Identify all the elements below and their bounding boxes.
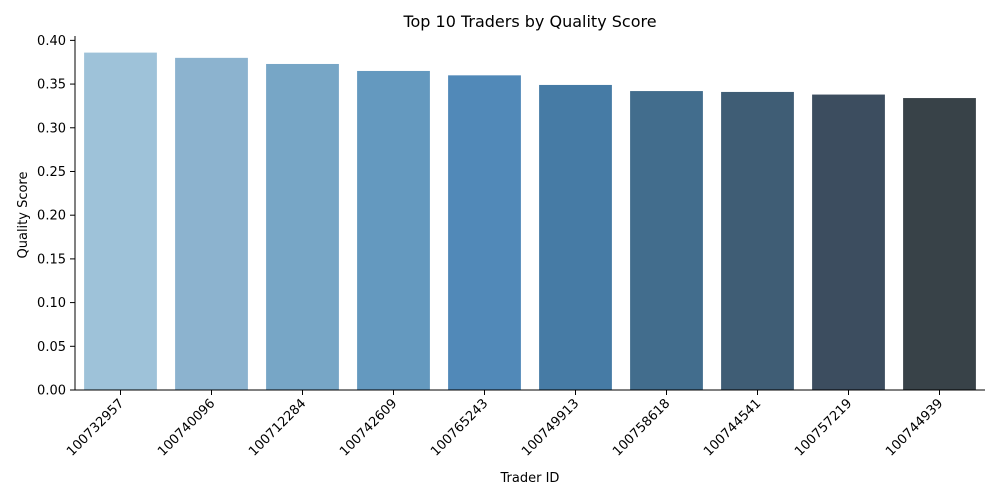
bar-100758618 [630, 91, 703, 391]
x-tick-label: 100712284 [246, 396, 309, 459]
x-tick-label: 100758618 [610, 396, 673, 459]
y-axis-label: Quality Score [16, 172, 31, 259]
bar-100712284 [266, 63, 339, 391]
y-tick-label: 0.25 [37, 165, 66, 180]
y-tick-label: 0.30 [37, 121, 66, 136]
x-tick-label: 100744541 [701, 396, 764, 459]
bar-100740096 [175, 57, 248, 390]
y-tick-label: 0.20 [37, 209, 66, 224]
bar-100744541 [721, 91, 794, 391]
x-tick-label: 100765243 [428, 396, 491, 459]
x-axis-label: Trader ID [500, 471, 560, 486]
x-axis: 100732957 100740096 100712284 100742609 1007… [64, 389, 985, 459]
y-tick-label: 0.10 [37, 296, 66, 311]
y-tick-label: 0.05 [37, 340, 66, 355]
x-tick-label: 100740096 [155, 396, 218, 459]
bar-100757219 [812, 94, 885, 391]
y-axis: 0.00 0.05 0.10 0.15 0.20 0.25 0.30 0.35 0.40 [37, 34, 76, 399]
bar-100765243 [448, 75, 521, 390]
y-tick-label: 0.40 [37, 34, 66, 49]
chart-title: Top 10 Traders by Quality Score [402, 12, 656, 31]
x-tick-label: 100749913 [519, 396, 582, 459]
bar-100732957 [84, 52, 157, 390]
x-tick-label: 100744939 [883, 396, 946, 459]
bar-100742609 [357, 70, 430, 391]
y-tick-label: 0.15 [37, 252, 66, 267]
y-tick-label: 0.35 [37, 78, 66, 93]
bar-100744939 [903, 98, 976, 390]
y-tick-label: 0.00 [37, 384, 66, 399]
bars-group [84, 52, 976, 391]
x-tick-label: 100732957 [64, 396, 127, 459]
bar-100749913 [539, 84, 612, 390]
x-tick-label: 100742609 [337, 396, 400, 459]
x-tick-label: 100757219 [792, 396, 855, 459]
